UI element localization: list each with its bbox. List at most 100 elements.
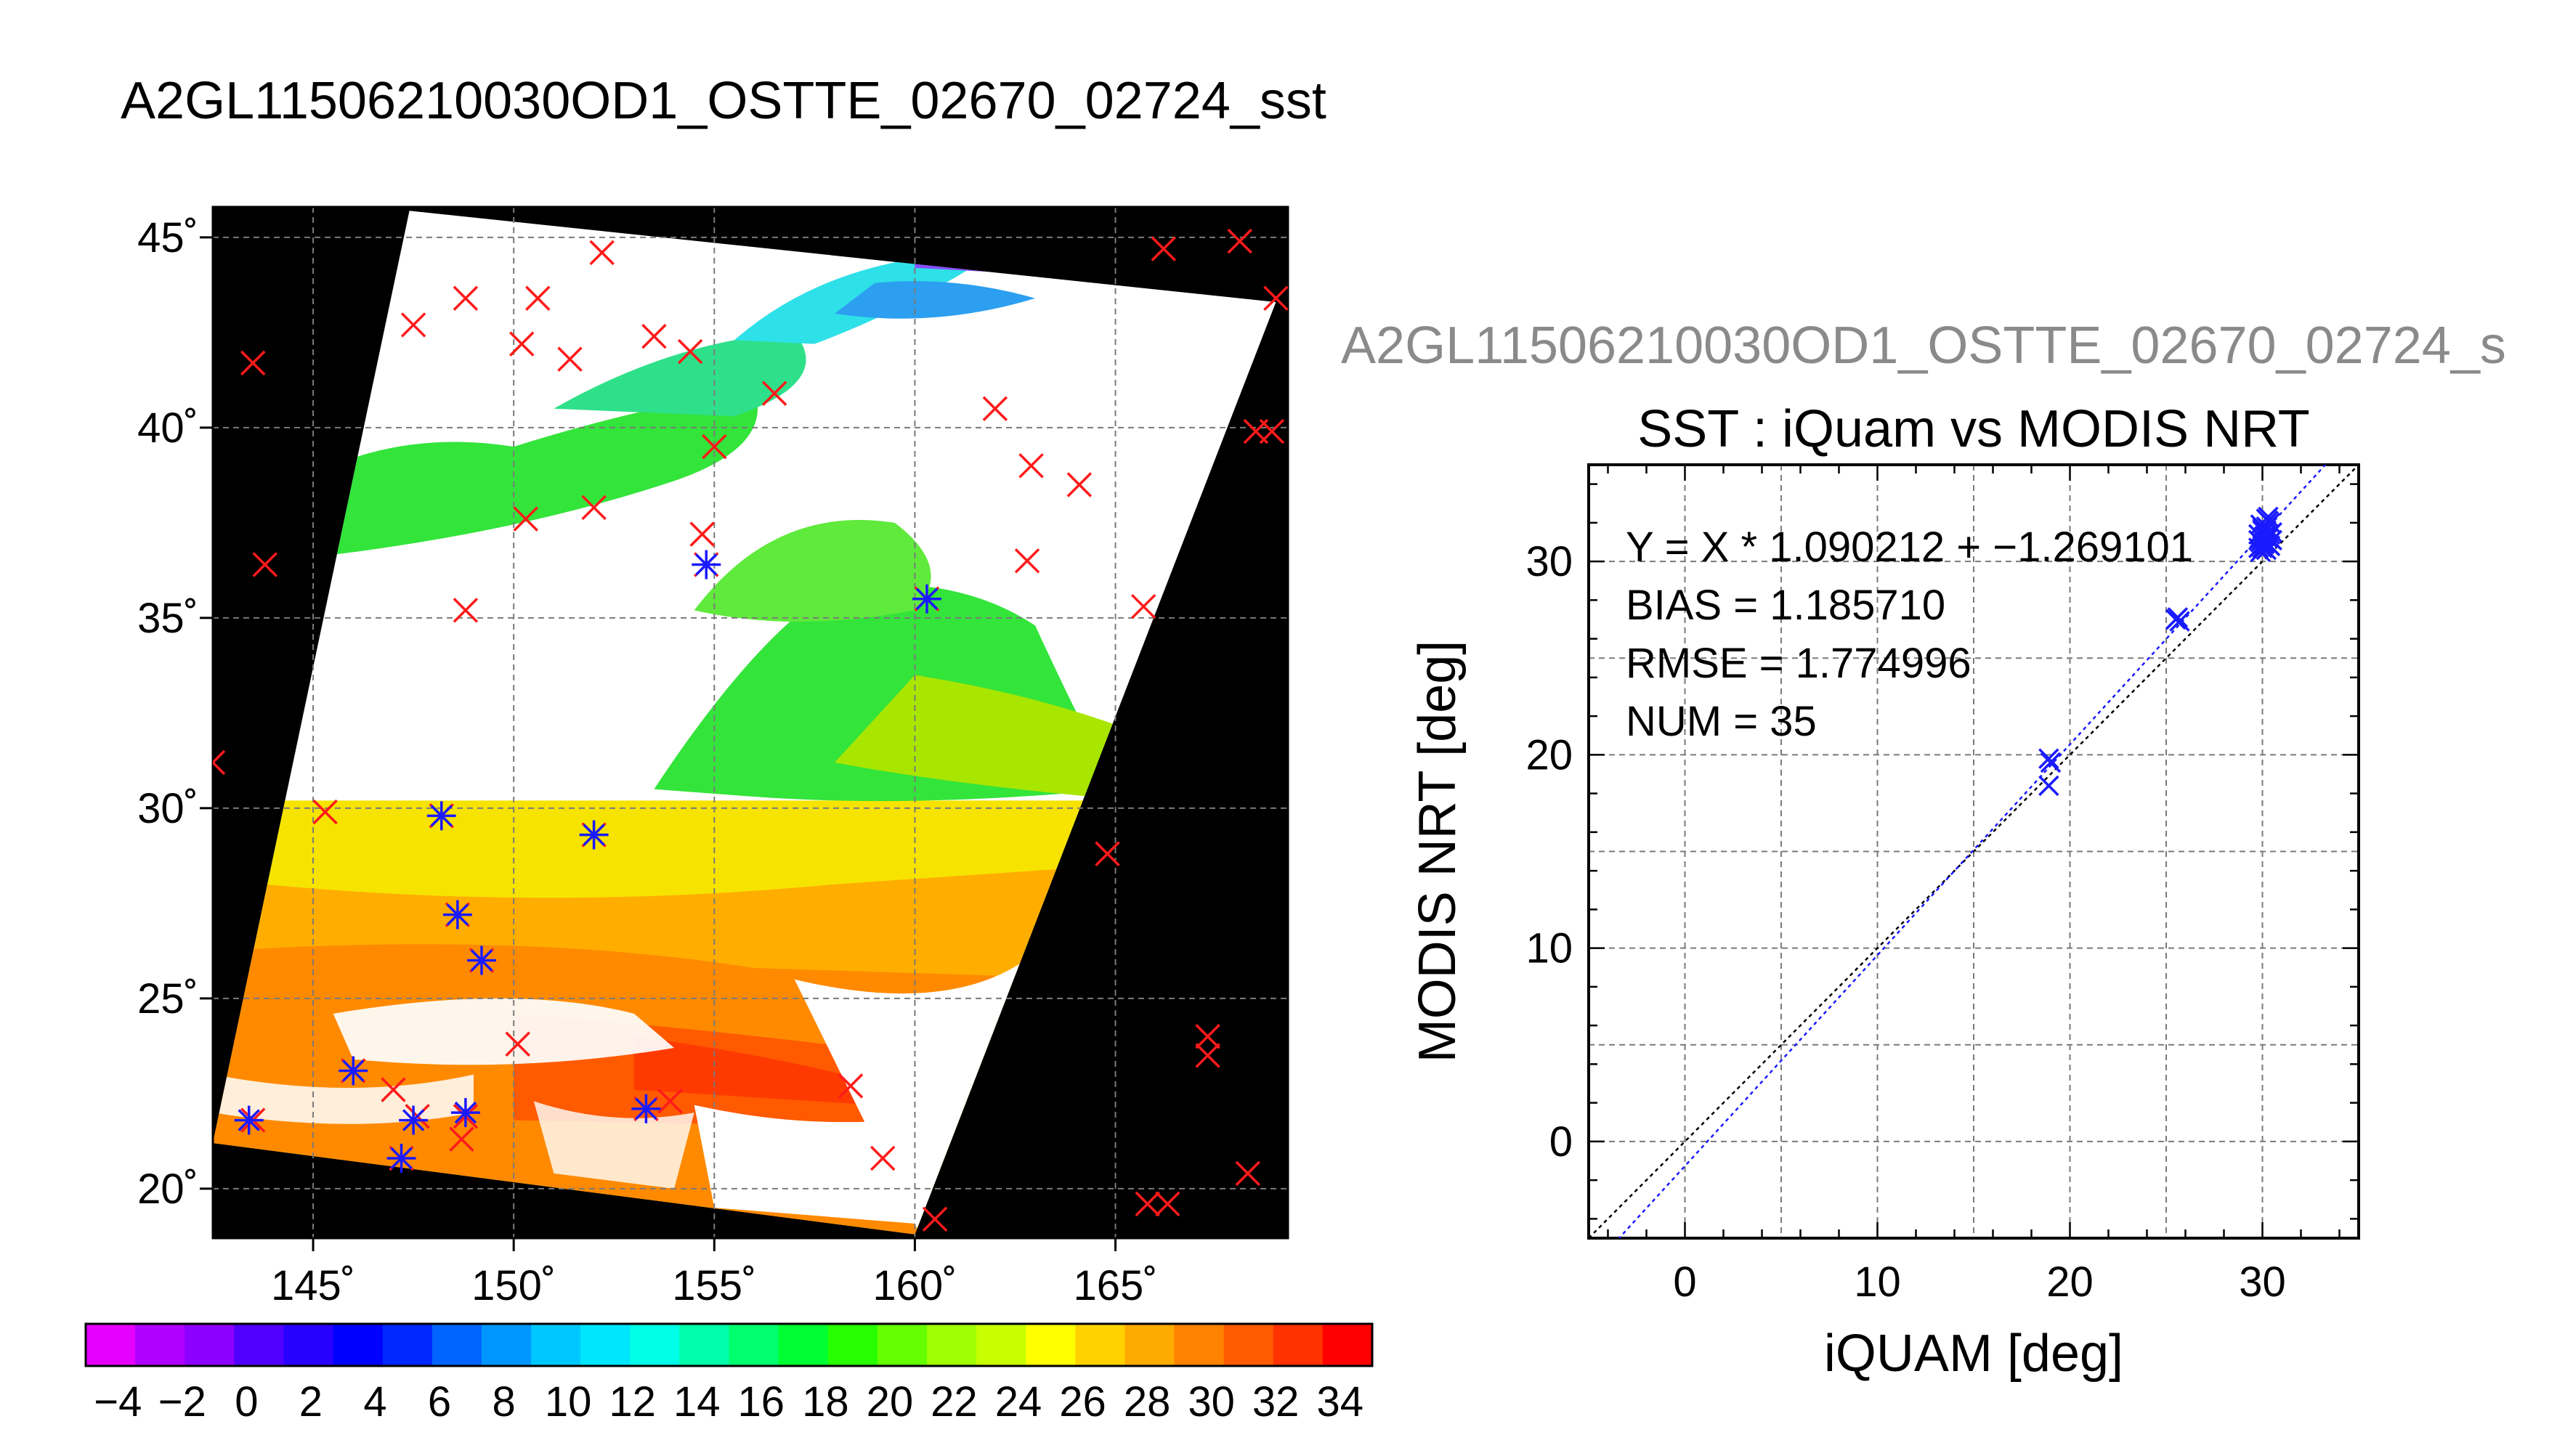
colorbar-tick-label: 30 xyxy=(1188,1378,1235,1426)
red-x-marker xyxy=(1095,841,1120,867)
cloud-patch xyxy=(333,998,675,1065)
scatter-y-axis-label: MODIS NRT [deg] xyxy=(1409,640,1467,1063)
red-x-marker xyxy=(381,1077,406,1102)
colorbar-tick-label: 8 xyxy=(492,1378,515,1426)
red-x-marker xyxy=(1151,236,1177,261)
red-x-marker xyxy=(453,285,479,311)
scatter-point xyxy=(2040,752,2062,773)
colorbar-swatch xyxy=(481,1324,532,1366)
colorbar-swatch xyxy=(580,1324,631,1366)
map-y-ticks: 20˚ 25˚ 30˚ 35˚ 40˚ 45˚ xyxy=(137,214,213,1213)
red-x-marker xyxy=(252,552,278,577)
red-x-marker xyxy=(1014,548,1040,574)
scatter-x-tick-label: 20 xyxy=(2046,1258,2094,1306)
colorbar-tick-label: 18 xyxy=(802,1378,849,1426)
sst-map: 145˚ 150˚ 155˚ 160˚ 165˚ 20˚ 25˚ 30˚ 35˚ 40˚ 45˚ xyxy=(137,206,1289,1309)
scatter-y-tick-label: 0 xyxy=(1549,1118,1573,1166)
red-x-marker xyxy=(1235,1160,1261,1187)
scatter-frame xyxy=(1587,463,2360,1240)
red-x-marker xyxy=(1018,453,1044,479)
scatter-point xyxy=(2038,748,2059,769)
map-grid xyxy=(213,207,1288,1238)
scatter-point xyxy=(2167,607,2189,628)
scatter-lines xyxy=(1589,465,2359,1238)
colorbar-tick-label: 24 xyxy=(995,1378,1042,1426)
scatter-point xyxy=(2258,533,2279,555)
colorbar-swatch xyxy=(1124,1324,1175,1366)
red-x-marker xyxy=(641,323,667,349)
colorbar-tick-label: 0 xyxy=(235,1378,258,1426)
red-x-marker xyxy=(1066,472,1093,497)
map-y-tick-label: 35˚ xyxy=(137,595,198,642)
one-to-one-line xyxy=(1589,465,2359,1238)
red-x-marker xyxy=(1263,285,1288,311)
map-x-tick-label: 145˚ xyxy=(271,1262,355,1309)
fit-line xyxy=(1618,465,2327,1238)
colorbar-swatch xyxy=(1273,1324,1324,1366)
blue-star-marker xyxy=(692,550,721,579)
colorbar-tick-label: 16 xyxy=(738,1378,785,1426)
colorbar-swatch xyxy=(827,1324,878,1366)
map-swath xyxy=(213,211,1276,1235)
yellow-green-band xyxy=(834,675,1136,801)
map-title: A2GL11506210030OD1_OSTTE_02670_02724_sst xyxy=(121,72,1326,130)
red-x-marker xyxy=(689,521,715,547)
red-x-marker xyxy=(1130,593,1156,619)
red-x-marker xyxy=(581,495,607,521)
colorbar-tick-label: 6 xyxy=(428,1378,451,1426)
colorbar-swatch xyxy=(382,1324,433,1366)
colorbar-swatch xyxy=(1174,1324,1225,1366)
scatter-point xyxy=(2256,508,2277,529)
colorbar-tick-label: −2 xyxy=(158,1378,206,1426)
colorbar-tick-label: 22 xyxy=(931,1378,978,1426)
colorbar-swatch xyxy=(531,1324,581,1366)
colorbar-frame xyxy=(84,1322,1374,1367)
scatter-point xyxy=(2169,611,2190,632)
red-x-marker xyxy=(589,240,615,266)
red-x-marker xyxy=(508,331,535,357)
colorbar-swatch xyxy=(976,1324,1026,1366)
colorbar-swatch xyxy=(926,1324,977,1366)
scatter-header: A2GL11506210030OD1_OSTTE_02670_02724_s xyxy=(1341,317,2506,375)
red-x-marker xyxy=(312,799,338,825)
colorbar-tick-label: 32 xyxy=(1252,1378,1300,1426)
colorbar-swatch xyxy=(1223,1324,1274,1366)
colorbar-swatch xyxy=(234,1324,285,1366)
red-x-marker xyxy=(870,1145,896,1171)
colorbar-swatch xyxy=(1026,1324,1076,1366)
sst-field xyxy=(213,237,1276,1235)
blue-star-marker xyxy=(234,1105,264,1135)
red-x-marker xyxy=(557,346,583,372)
map-markers xyxy=(213,228,1288,1232)
red-x-marker xyxy=(761,381,787,406)
red-x-marker xyxy=(240,350,266,376)
blue-star-marker xyxy=(467,945,496,975)
scatter-y-tick-label: 30 xyxy=(1525,538,1573,585)
red-x-marker xyxy=(1195,1024,1220,1049)
colorbar-tick-label: 14 xyxy=(673,1378,721,1426)
red-x-marker xyxy=(213,749,226,776)
red-x-marker xyxy=(449,1126,474,1152)
colorbar-tick-label: 26 xyxy=(1059,1378,1106,1426)
scatter-x-axis-label: iQUAM [deg] xyxy=(1824,1325,2123,1383)
scatter-point xyxy=(2252,520,2273,541)
red-x-marker xyxy=(1195,1043,1220,1068)
blue-star-marker xyxy=(579,820,609,850)
red-x-marker xyxy=(677,338,703,365)
red-x-marker xyxy=(1155,1191,1180,1217)
red-x-marker xyxy=(702,434,727,460)
colorbar-swatch xyxy=(778,1324,829,1366)
scatter-y-tick-label: 10 xyxy=(1525,925,1573,972)
red-x-marker xyxy=(1227,228,1252,254)
blue-star-marker xyxy=(912,584,941,614)
colorbar-swatch xyxy=(877,1324,928,1366)
colorbar-swatch xyxy=(729,1324,779,1366)
red-x-marker xyxy=(513,506,538,532)
scatter-x-tick-label: 0 xyxy=(1673,1258,1696,1306)
red-x-marker xyxy=(1259,418,1285,444)
red-x-marker xyxy=(838,1073,864,1099)
colorbar: −4 −2 0 2 4 6 8 10 12 14 16 18 20 22 24 26 28 30 32 34 xyxy=(84,1322,1374,1426)
map-x-ticks: 145˚ 150˚ 155˚ 160˚ 165˚ xyxy=(271,1238,1158,1309)
map-x-tick-label: 155˚ xyxy=(672,1262,756,1309)
